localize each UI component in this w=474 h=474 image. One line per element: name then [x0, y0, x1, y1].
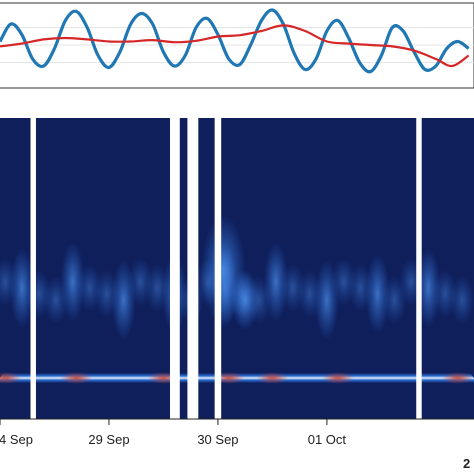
heatmap-hotspot	[60, 372, 93, 384]
heatmap-blob	[263, 242, 288, 322]
x-tick-label-3: 01 Oct	[308, 432, 347, 447]
x-tick-label-2: 30 Sep	[197, 432, 238, 447]
data-gap-1	[169, 118, 180, 419]
corner-label: 2	[463, 456, 470, 471]
series-line-1	[0, 24, 470, 68]
heatmap-ticks: 4 Sep 29 Sep 30 Sep 01 Oct	[0, 419, 346, 447]
heatmap-blob	[365, 254, 390, 334]
data-gap-2	[187, 118, 199, 419]
heatmap-hotspot	[441, 372, 474, 384]
data-gap-4	[416, 118, 422, 419]
heatmap-hotspot	[321, 372, 354, 384]
line-panel	[0, 2, 474, 89]
data-gap-3	[214, 118, 222, 419]
heatmap-blob	[416, 248, 441, 328]
heatmap-hotspot	[256, 372, 289, 384]
heatmap-blob-bright	[231, 270, 260, 330]
x-tick-label-0: 4 Sep	[0, 432, 33, 447]
heatmap-blob	[10, 248, 35, 328]
data-gap-0	[30, 118, 36, 419]
x-tick-label-1: 29 Sep	[88, 432, 129, 447]
heatmap-blob	[450, 276, 474, 324]
heatmap-blob	[60, 242, 85, 322]
heatmap-blobs	[0, 215, 474, 340]
heatmap-panel: 4 Sep 29 Sep 30 Sep 01 Oct 2	[0, 118, 474, 471]
series-line-0	[0, 8, 470, 74]
heatmap-gaps	[30, 118, 422, 419]
line-series-group	[0, 8, 470, 74]
heatmap-hotspot	[0, 372, 22, 384]
line-panel-grid	[0, 27, 474, 63]
